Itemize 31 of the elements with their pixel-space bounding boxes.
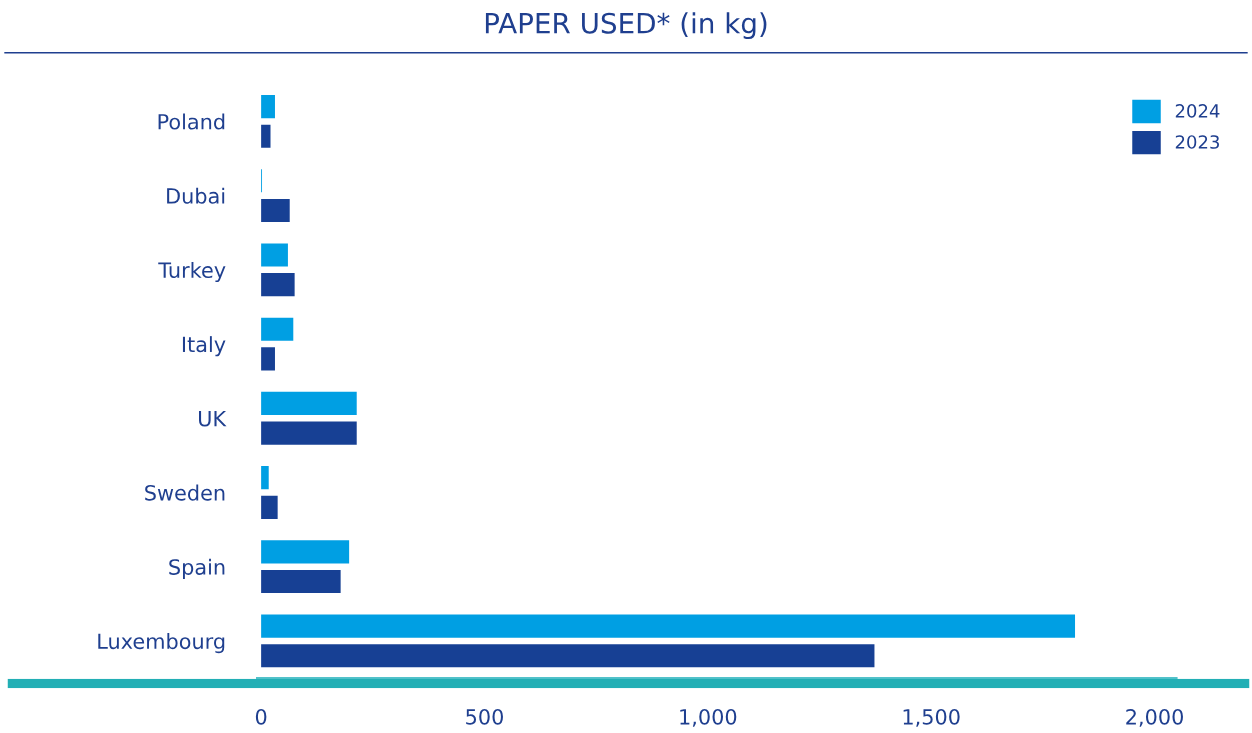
bar (261, 94, 275, 119)
bar (261, 198, 290, 223)
x-tick-label: 1,500 (903, 708, 960, 727)
bar (261, 495, 278, 519)
bar (261, 466, 269, 490)
x-tick-label: 2,000 (1126, 708, 1183, 727)
x-tick-label: 0 (255, 708, 267, 725)
bar (261, 347, 275, 371)
y-tick-label: Turkey (158, 261, 226, 283)
y-tick-label: Poland (158, 113, 225, 130)
legend-label: 2024 (1175, 104, 1220, 118)
chart-title: PAPER USED* (in kg) (485, 12, 767, 40)
y-tick-label: Dubai (167, 187, 225, 204)
y-tick-label: Luxembourg (98, 633, 225, 654)
bar (261, 540, 350, 564)
legend-label: 2023 (1175, 135, 1219, 149)
bar (261, 614, 1076, 638)
bar (261, 124, 271, 148)
y-tick-label: UK (199, 410, 227, 427)
bar (261, 317, 294, 341)
x-tick-label: 500 (466, 708, 503, 725)
bar (261, 644, 875, 668)
x-tick-label: 1,000 (680, 708, 737, 727)
y-tick-label: Italy (182, 336, 226, 357)
bar (261, 391, 357, 415)
y-tick-label: Spain (169, 558, 225, 579)
bar (261, 273, 295, 297)
bar (261, 243, 288, 267)
bar (261, 421, 357, 445)
bar (261, 569, 341, 594)
y-tick-label: Sweden (145, 484, 225, 501)
